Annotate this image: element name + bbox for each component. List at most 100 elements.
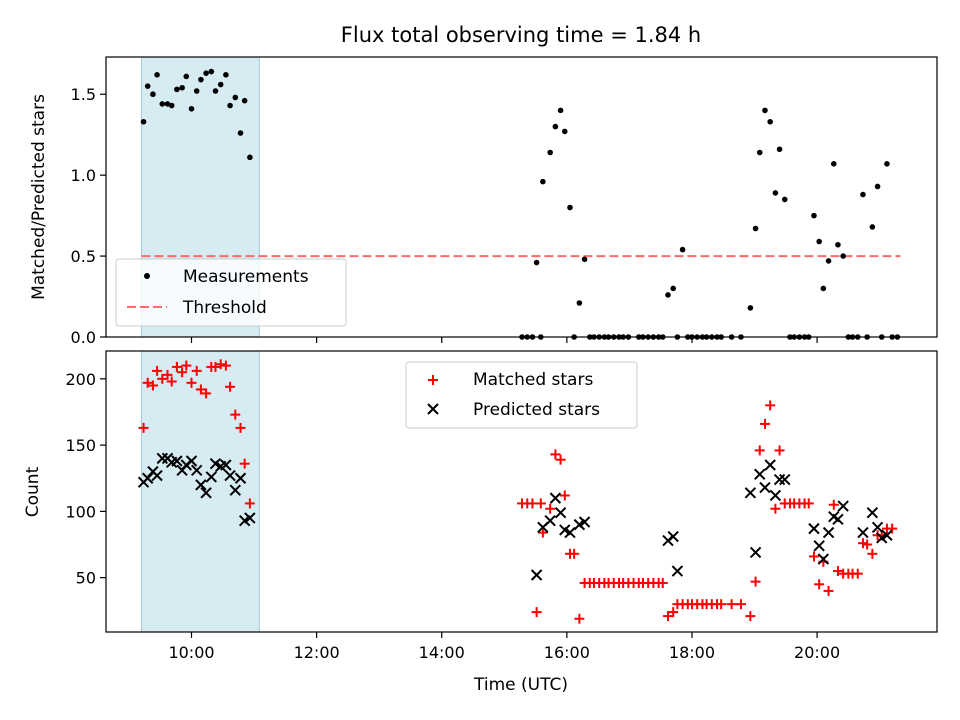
ratio-plot-frame [105, 56, 938, 338]
matched-star-point [210, 361, 221, 372]
ratio-legend-box [115, 258, 347, 327]
measurement-point [561, 128, 568, 135]
measurement-point [227, 102, 233, 109]
count-panel: 50 100 150 200 10:00 12:00 14:00 16:00 18:00 20:… [23, 350, 938, 695]
measurement-point [762, 107, 768, 114]
matched-star-point [808, 551, 819, 562]
measurement-point [547, 149, 553, 156]
measurement-point [557, 107, 564, 114]
matched-star-point [574, 613, 585, 624]
x-tick-label: 12:00 [294, 643, 340, 662]
measurement-point [811, 212, 817, 219]
matched-star-point [531, 607, 542, 618]
measurement-point [150, 91, 156, 98]
measurement-point [747, 305, 754, 311]
matched-star-point [716, 599, 727, 610]
matched-star-point [726, 599, 737, 610]
ratio-x-axis-ticks [190, 337, 818, 343]
predicted-star-point [671, 565, 684, 577]
predicted-star-point [832, 513, 844, 526]
predicted-star-point [881, 529, 893, 541]
matched-star-point [735, 599, 746, 610]
predicted-star-point [871, 521, 884, 533]
matched-star-point [550, 449, 561, 460]
predicted-star-point [171, 455, 183, 467]
predicted-star-point [554, 507, 567, 519]
measurement-point [540, 178, 546, 185]
matched-star-point [142, 377, 153, 388]
predicted-star-point [866, 507, 879, 519]
measurement-point [825, 258, 832, 264]
x-tick-label: 10:00 [168, 643, 214, 662]
count-x-axis-ticks: 10:00 12:00 14:00 16:00 18:00 20:00 [168, 632, 840, 662]
matched-star-point [765, 400, 776, 411]
measurement-point [188, 105, 195, 112]
matched-star-point [166, 376, 177, 387]
measurement-point [552, 123, 559, 130]
measurement-point [752, 225, 759, 232]
count-y-tick-label: 50 [76, 569, 96, 588]
matched-star-point [215, 359, 226, 370]
x-tick-label: 16:00 [544, 643, 590, 662]
matched-star-point [750, 576, 761, 587]
predicted-star-point [530, 569, 543, 581]
predicted-star-point [759, 481, 771, 494]
matched-star-point [852, 568, 863, 579]
legend-measurements-label: Measurements [183, 267, 309, 287]
measurement-point [223, 72, 229, 78]
measurement-point [154, 72, 160, 78]
matched-star-point [803, 498, 814, 509]
measurement-point [670, 285, 677, 292]
predicted-star-point [564, 526, 576, 539]
predicted-star-point [779, 473, 791, 486]
predicted-legend-marker [427, 403, 439, 415]
predicted-star-point [205, 471, 218, 483]
measurement-point [198, 76, 204, 83]
matched-star-point [244, 498, 255, 509]
measurement-point [869, 224, 876, 230]
matched-star-point [759, 418, 770, 429]
matched-star-point [201, 388, 212, 399]
predicted-star-point [667, 530, 679, 543]
measurement-point [237, 130, 244, 136]
count-legend-box [405, 361, 638, 429]
measurement-point [567, 204, 573, 211]
predicted-star-point [229, 484, 241, 496]
x-tick-label: 14:00 [419, 643, 465, 662]
measurement-point [241, 97, 248, 104]
matched-star-point [668, 607, 679, 618]
measurement-point [183, 73, 190, 80]
predicted-star-point [195, 479, 207, 491]
measurement-point [217, 81, 224, 88]
predicted-star-point [156, 452, 169, 465]
measurement-point [203, 70, 209, 76]
legend-matched-label: Matched stars [473, 370, 593, 390]
matched-star-point [754, 445, 765, 456]
matched-star-point [774, 445, 785, 456]
matched-star-point [828, 499, 839, 510]
matched-star-point [662, 611, 673, 622]
x-tick-label: 18:00 [669, 643, 715, 662]
measurement-point [144, 83, 151, 89]
matched-star-point [537, 527, 548, 538]
count-y-tick-label: 150 [65, 436, 96, 455]
matched-star-point [545, 503, 556, 514]
matched-star-point [147, 380, 158, 391]
predicted-star-point [200, 487, 212, 499]
matched-star-point [770, 503, 781, 514]
measurement-point [840, 253, 846, 259]
predicted-star-point [813, 540, 825, 552]
matched-star-point [157, 373, 168, 384]
matched-star-point [186, 377, 197, 388]
matched-star-point [527, 498, 538, 509]
measurement-point [247, 154, 253, 161]
matched-star-point [555, 454, 566, 465]
matched-star-point [862, 539, 873, 550]
predicted-star-point [773, 473, 786, 486]
measurement-point [179, 84, 185, 91]
predicted-star-point [769, 489, 782, 502]
matched-star-point [191, 365, 202, 376]
measurement-points [140, 68, 901, 340]
ratio-legend: Measurements Threshold [115, 258, 347, 327]
measurement-point [874, 183, 881, 190]
